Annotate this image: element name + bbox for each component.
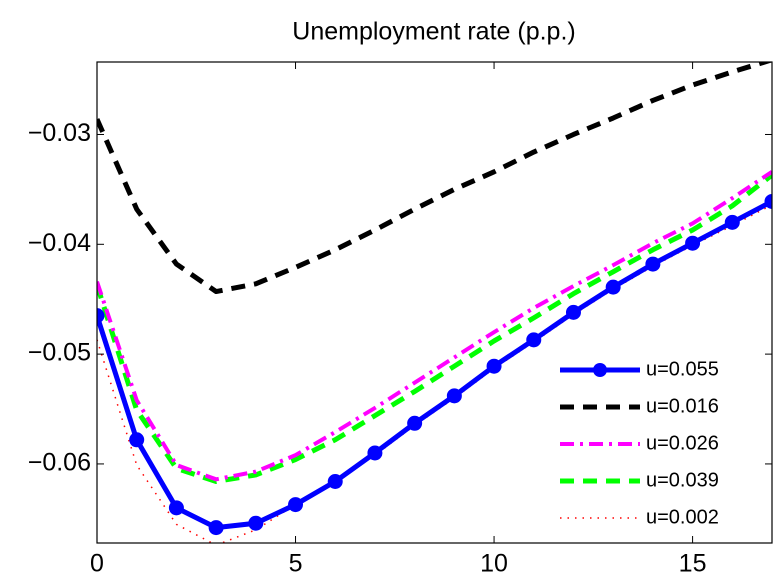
y-tick-label: −0.06: [28, 449, 91, 477]
x-tick-label: 5: [289, 550, 303, 578]
x-tick-label: 15: [679, 550, 707, 578]
marker: [367, 445, 383, 461]
marker: [526, 332, 542, 348]
x-tick-label: 0: [90, 550, 104, 578]
chart-title: Unemployment rate (p.p.): [292, 18, 575, 46]
legend-label: u=0.016: [646, 395, 719, 417]
marker: [168, 500, 184, 516]
marker: [288, 497, 304, 513]
series-line: [97, 62, 772, 295]
marker: [208, 520, 224, 536]
marker: [685, 235, 701, 251]
legend-marker: [593, 363, 607, 377]
y-tick-label: −0.04: [28, 229, 91, 257]
marker: [129, 432, 145, 448]
y-tick-label: −0.05: [28, 339, 91, 367]
series-line: [97, 170, 772, 482]
marker: [486, 358, 502, 374]
series-line: [97, 204, 772, 543]
legend-label: u=0.002: [646, 506, 719, 528]
legend-label: u=0.026: [646, 432, 719, 454]
marker: [565, 304, 581, 320]
series-line: [97, 173, 772, 485]
axes-box: [96, 61, 773, 544]
x-tick-label: 10: [480, 550, 508, 578]
marker: [327, 474, 343, 490]
legend-label: u=0.039: [646, 469, 719, 491]
marker: [407, 415, 423, 431]
plot-area: [97, 62, 772, 543]
lines: [97, 62, 772, 543]
marker: [645, 256, 661, 272]
marker: [724, 214, 740, 230]
marker: [248, 515, 264, 531]
marker: [605, 279, 621, 295]
legend-label: u=0.055: [646, 358, 719, 380]
marker: [764, 193, 772, 209]
marker: [97, 308, 105, 324]
marker: [446, 388, 462, 404]
y-tick-label: −0.03: [28, 119, 91, 147]
